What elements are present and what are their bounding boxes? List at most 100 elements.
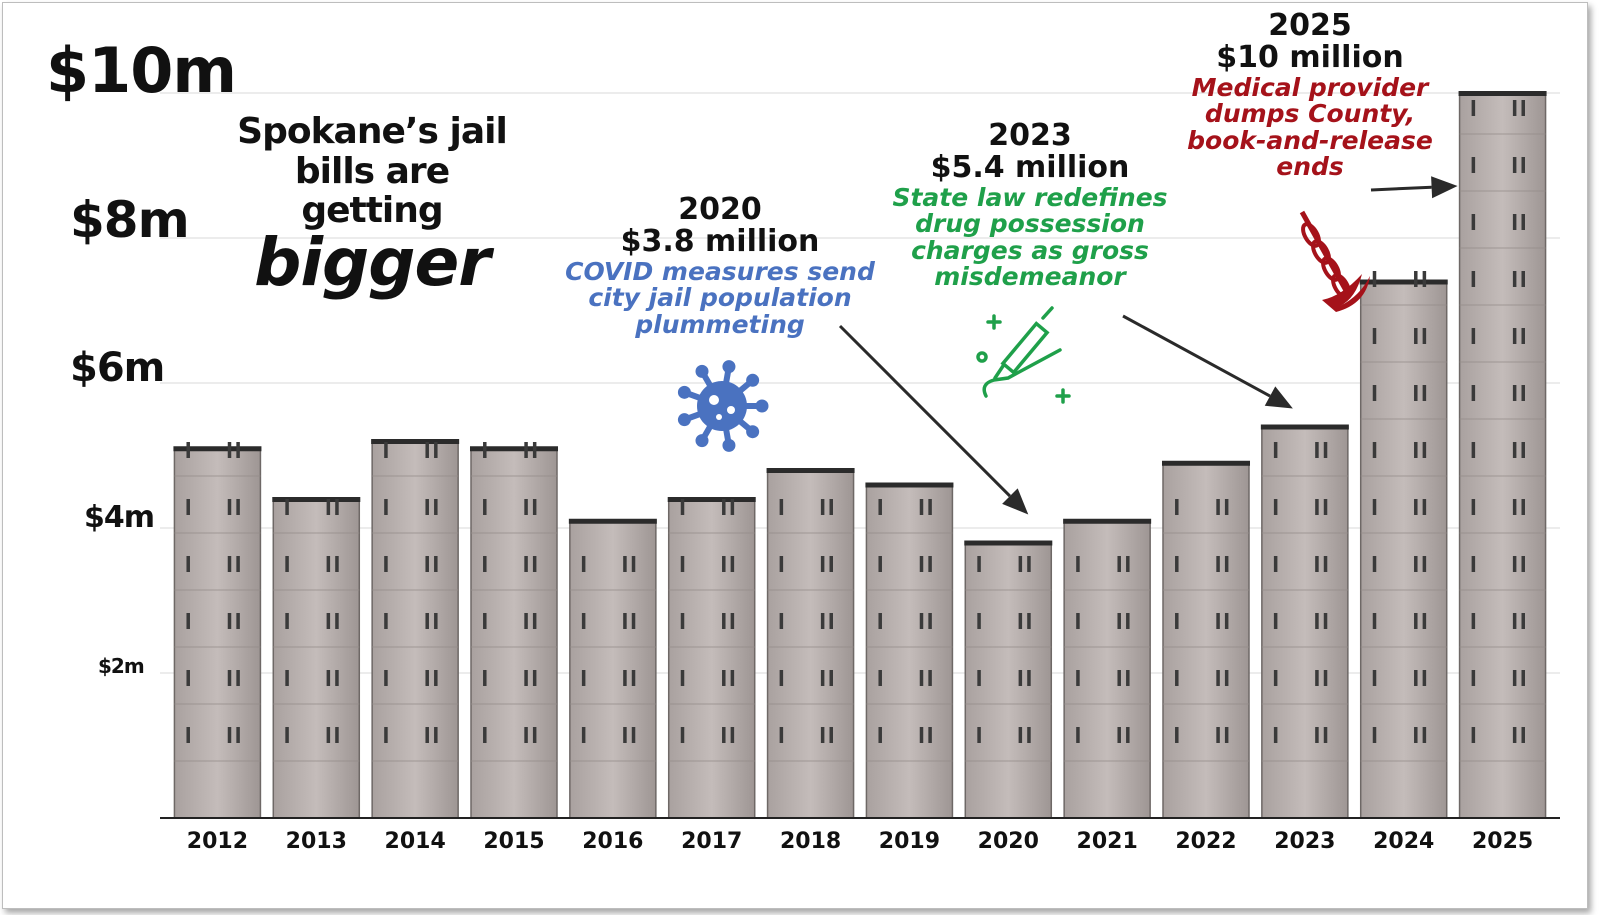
- x-tick-label-2020: 2020: [978, 829, 1039, 854]
- window: [1521, 328, 1525, 344]
- window: [186, 727, 190, 743]
- window: [1126, 727, 1130, 743]
- window: [977, 670, 981, 686]
- window: [1117, 670, 1121, 686]
- window: [186, 613, 190, 629]
- window: [1512, 727, 1517, 743]
- window: [236, 499, 240, 515]
- window: [1315, 670, 1319, 686]
- window: [1027, 727, 1031, 743]
- window: [1521, 556, 1525, 572]
- x-tick-label-2025: 2025: [1472, 829, 1533, 854]
- window: [1216, 670, 1220, 686]
- window: [779, 556, 784, 572]
- window: [919, 613, 924, 629]
- window: [1512, 328, 1517, 344]
- bar-roof: [469, 446, 559, 452]
- window: [1273, 556, 1278, 572]
- window: [524, 556, 528, 572]
- window: [1422, 499, 1427, 515]
- y-tick-label-6: $6m: [70, 345, 165, 391]
- bar-2019: [865, 482, 954, 819]
- window: [1512, 214, 1517, 230]
- bar-roof: [371, 439, 460, 444]
- window: [384, 442, 388, 458]
- window: [680, 613, 685, 629]
- window: [1422, 670, 1427, 686]
- window: [779, 670, 784, 686]
- window: [434, 727, 438, 743]
- window: [581, 556, 586, 572]
- bar-body: [272, 498, 361, 819]
- window: [425, 613, 429, 629]
- window: [1471, 385, 1476, 401]
- window: [878, 499, 882, 515]
- x-tick-label-2013: 2013: [286, 829, 347, 854]
- chart-title-emphasis: bigger: [254, 223, 491, 301]
- bar-2013: [272, 497, 361, 819]
- window: [1216, 499, 1220, 515]
- x-tick-labels: 2012 2013 2014 2015 2016 2017 2018 2019 2020 2021…: [187, 829, 1533, 854]
- window: [1372, 670, 1377, 686]
- caduceus-icon: [1299, 210, 1370, 312]
- arrow-2023: [1122, 314, 1293, 409]
- window: [186, 442, 190, 458]
- annotation-2020-amount: $3.8 million: [620, 223, 820, 259]
- window: [1117, 556, 1121, 572]
- bar-2024: [1359, 271, 1448, 819]
- window: [1372, 271, 1377, 287]
- window: [977, 556, 981, 572]
- window: [524, 442, 528, 458]
- window: [227, 613, 232, 629]
- window: [524, 613, 528, 629]
- window: [730, 727, 735, 743]
- bar-2022: [1161, 460, 1251, 819]
- window: [829, 499, 833, 515]
- chart-title: Spokane’s jail bills are getting bigger: [232, 112, 512, 299]
- window: [820, 727, 825, 743]
- window: [434, 670, 438, 686]
- window: [919, 727, 924, 743]
- window: [434, 556, 438, 572]
- window: [1372, 442, 1377, 458]
- window: [722, 613, 726, 629]
- window: [1224, 499, 1229, 515]
- window: [532, 442, 537, 458]
- window: [483, 499, 487, 515]
- window: [1414, 727, 1418, 743]
- annotation-2020-note: COVID measures send city jail population…: [565, 257, 875, 339]
- window: [1471, 271, 1476, 287]
- window: [1372, 385, 1377, 401]
- virus-icon: [677, 360, 769, 452]
- window: [928, 556, 932, 572]
- window: [1126, 613, 1130, 629]
- window: [1372, 328, 1377, 344]
- window: [384, 727, 388, 743]
- window: [1512, 499, 1517, 515]
- window: [722, 670, 726, 686]
- window: [285, 613, 289, 629]
- window: [434, 442, 438, 458]
- window: [928, 727, 932, 743]
- window: [1117, 727, 1121, 743]
- window: [1117, 613, 1121, 629]
- window: [1216, 556, 1220, 572]
- window: [1414, 385, 1418, 401]
- y-tick-label-8: $8m: [70, 190, 190, 249]
- bar-roof: [1161, 460, 1251, 466]
- window: [1521, 670, 1525, 686]
- window: [227, 727, 232, 743]
- window: [434, 499, 438, 515]
- bar-roof: [667, 497, 756, 502]
- window: [1126, 556, 1130, 572]
- window: [236, 670, 240, 686]
- window: [730, 556, 735, 572]
- window: [977, 727, 981, 743]
- window: [532, 670, 537, 686]
- window: [1512, 442, 1517, 458]
- window: [236, 442, 240, 458]
- window: [722, 727, 726, 743]
- window: [581, 670, 586, 686]
- window: [919, 670, 924, 686]
